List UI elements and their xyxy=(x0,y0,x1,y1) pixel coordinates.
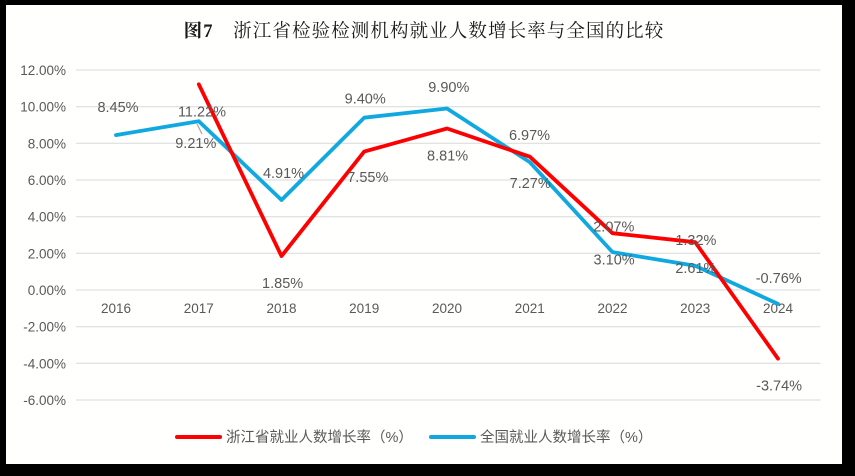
svg-text:9.40%: 9.40% xyxy=(345,92,386,108)
svg-text:2016: 2016 xyxy=(101,301,131,316)
svg-text:2.07%: 2.07% xyxy=(593,220,634,236)
svg-text:8.45%: 8.45% xyxy=(97,100,138,116)
svg-text:9.90%: 9.90% xyxy=(428,80,469,96)
svg-text:4.00%: 4.00% xyxy=(28,210,66,225)
svg-text:1.85%: 1.85% xyxy=(262,276,303,292)
svg-text:2017: 2017 xyxy=(184,301,214,316)
svg-text:-0.76%: -0.76% xyxy=(756,271,802,287)
svg-text:2.61%: 2.61% xyxy=(675,261,716,277)
svg-text:2020: 2020 xyxy=(432,301,462,316)
svg-text:4.91%: 4.91% xyxy=(263,166,304,182)
svg-text:7.27%: 7.27% xyxy=(510,176,551,192)
svg-text:2.00%: 2.00% xyxy=(28,246,66,261)
svg-text:6.97%: 6.97% xyxy=(509,128,550,144)
svg-text:2021: 2021 xyxy=(515,301,545,316)
svg-text:-2.00%: -2.00% xyxy=(23,320,66,335)
svg-text:-3.74%: -3.74% xyxy=(756,379,802,395)
svg-text:11.22%: 11.22% xyxy=(178,105,226,121)
svg-text:3.10%: 3.10% xyxy=(594,253,635,269)
svg-text:全国就业人数增长率（%）: 全国就业人数增长率（%） xyxy=(480,428,652,446)
svg-text:-6.00%: -6.00% xyxy=(23,393,66,408)
svg-text:8.81%: 8.81% xyxy=(427,148,468,164)
svg-text:10.00%: 10.00% xyxy=(20,100,66,115)
svg-text:6.00%: 6.00% xyxy=(28,173,66,188)
svg-text:1.32%: 1.32% xyxy=(675,233,716,249)
svg-text:9.21%: 9.21% xyxy=(175,136,216,152)
svg-text:0.00%: 0.00% xyxy=(28,283,66,298)
svg-text:2023: 2023 xyxy=(680,301,710,316)
svg-text:2018: 2018 xyxy=(266,301,296,316)
svg-text:2019: 2019 xyxy=(349,301,379,316)
svg-text:8.00%: 8.00% xyxy=(28,136,66,151)
svg-text:2022: 2022 xyxy=(597,301,627,316)
svg-text:浙江省就业人数增长率（%）: 浙江省就业人数增长率（%） xyxy=(226,429,413,446)
svg-text:7.55%: 7.55% xyxy=(347,170,388,186)
svg-text:-4.00%: -4.00% xyxy=(23,356,66,371)
svg-text:12.00%: 12.00% xyxy=(20,63,66,78)
